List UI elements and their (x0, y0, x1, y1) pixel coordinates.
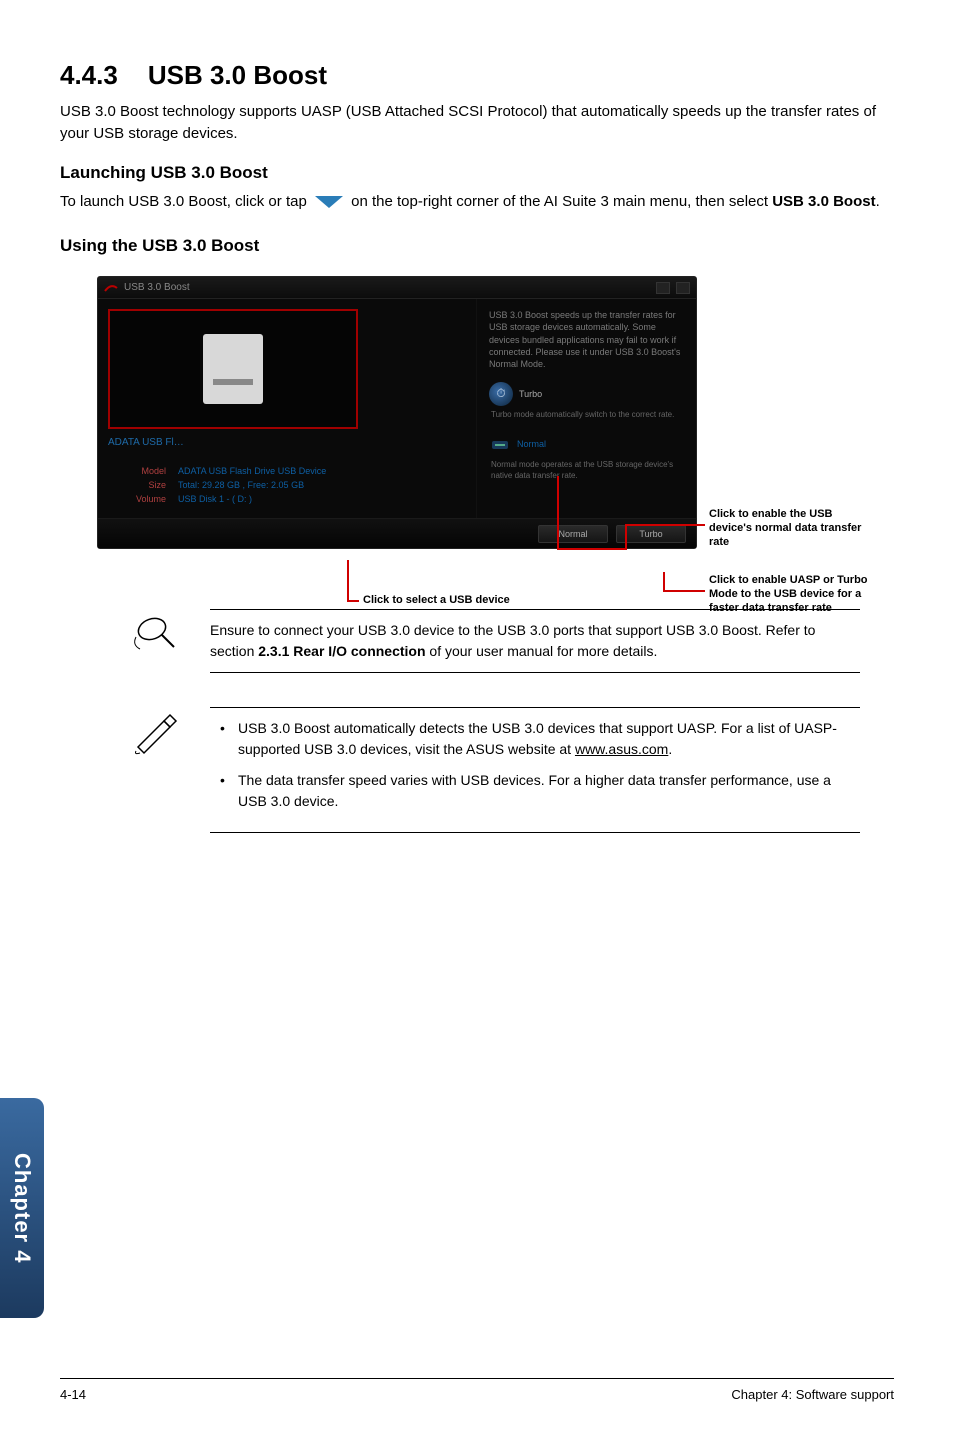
app-footer: Normal Turbo (98, 518, 696, 548)
titlebar: USB 3.0 Boost (98, 277, 696, 299)
info-row: Size Total: 29.28 GB , Free: 2.05 GB (108, 480, 466, 490)
callout-line (663, 590, 705, 592)
normal-desc: Normal mode operates at the USB storage … (491, 460, 684, 481)
note2-tail: . (668, 741, 672, 757)
device-info-table: Model ADATA USB Flash Drive USB Device S… (108, 466, 466, 504)
callout-line (625, 524, 627, 550)
magnifier-icon (130, 609, 180, 664)
device-preview[interactable] (108, 309, 358, 429)
launch-bold: USB 3.0 Boost (772, 193, 875, 210)
callout-line (347, 560, 349, 600)
callout-select: Click to select a USB device (363, 594, 563, 608)
section-title: USB 3.0 Boost (148, 60, 327, 90)
note-content: USB 3.0 Boost automatically detects the … (210, 707, 860, 833)
page-number: 4-14 (60, 1387, 86, 1402)
device-caption: ADATA USB Fl… (108, 437, 466, 448)
app-screenshot: USB 3.0 Boost ADATA USB Fl… Model ADATA … (97, 276, 857, 549)
info-value: ADATA USB Flash Drive USB Device (178, 466, 326, 476)
page-footer: 4-14 Chapter 4: Software support (60, 1378, 894, 1402)
note2-link[interactable]: www.asus.com (575, 741, 668, 757)
callout-line (625, 524, 705, 526)
usb-device-icon (203, 334, 263, 404)
normal-section: Normal Normal mode operates at the USB s… (489, 434, 684, 481)
note2-item: The data transfer speed varies with USB … (210, 770, 860, 812)
minimize-button[interactable] (656, 282, 670, 294)
note1-bold: 2.3.1 Rear I/O connection (258, 643, 425, 659)
turbo-mode-row: ⏱ Turbo (489, 382, 684, 406)
close-button[interactable] (676, 282, 690, 294)
info-label: Model (108, 466, 178, 476)
turbo-desc: Turbo mode automatically switch to the c… (491, 410, 684, 420)
app-title: USB 3.0 Boost (124, 282, 190, 293)
callout-line (557, 548, 625, 550)
normal-icon (489, 434, 511, 456)
note2-text: The data transfer speed varies with USB … (238, 772, 831, 809)
launch-text: To launch USB 3.0 Boost, click or tap on… (60, 191, 894, 213)
app-body: ADATA USB Fl… Model ADATA USB Flash Driv… (98, 299, 696, 518)
page-chapter: Chapter 4: Software support (731, 1387, 894, 1402)
turbo-icon: ⏱ (489, 382, 513, 406)
logo-icon (104, 281, 118, 295)
pen-icon (130, 707, 180, 762)
chapter-side-tab: Chapter 4 (0, 1098, 44, 1318)
using-heading: Using the USB 3.0 Boost (60, 236, 894, 256)
info-row: Model ADATA USB Flash Drive USB Device (108, 466, 466, 476)
callout-line (663, 572, 665, 590)
info-label: Volume (108, 494, 178, 504)
note2-item: USB 3.0 Boost automatically detects the … (210, 718, 860, 760)
info-value: Total: 29.28 GB , Free: 2.05 GB (178, 480, 304, 490)
info-label: Size (108, 480, 178, 490)
normal-heading: Normal (517, 439, 546, 449)
launch-heading: Launching USB 3.0 Boost (60, 163, 894, 183)
note1-tail: of your user manual for more details. (426, 643, 658, 659)
note2-text: USB 3.0 Boost automatically detects the … (238, 720, 837, 757)
callout-line (557, 476, 559, 548)
note-block: Ensure to connect your USB 3.0 device to… (130, 609, 860, 673)
launch-pre: To launch USB 3.0 Boost, click or tap (60, 193, 311, 210)
callout-normal: Click to enable the USB device's normal … (709, 508, 869, 549)
right-panel: USB 3.0 Boost speeds up the transfer rat… (476, 299, 696, 518)
info-row: Volume USB Disk 1 - ( D: ) (108, 494, 466, 504)
right-description: USB 3.0 Boost speeds up the transfer rat… (489, 309, 684, 370)
info-value: USB Disk 1 - ( D: ) (178, 494, 252, 504)
intro-text: USB 3.0 Boost technology supports UASP (… (60, 101, 894, 145)
note-content: Ensure to connect your USB 3.0 device to… (210, 609, 860, 673)
launch-post: on the top-right corner of the AI Suite … (351, 193, 772, 210)
section-heading: 4.4.3 USB 3.0 Boost (60, 60, 894, 91)
dropdown-triangle-icon (315, 196, 343, 208)
section-number: 4.4.3 (60, 60, 118, 91)
callout-uasp: Click to enable UASP or Turbo Mode to th… (709, 574, 869, 615)
left-panel: ADATA USB Fl… Model ADATA USB Flash Driv… (98, 299, 476, 518)
callout-line (347, 600, 359, 602)
note-block: USB 3.0 Boost automatically detects the … (130, 707, 860, 833)
app-window: USB 3.0 Boost ADATA USB Fl… Model ADATA … (97, 276, 697, 549)
normal-button[interactable]: Normal (538, 525, 608, 543)
turbo-label: Turbo (519, 389, 542, 399)
